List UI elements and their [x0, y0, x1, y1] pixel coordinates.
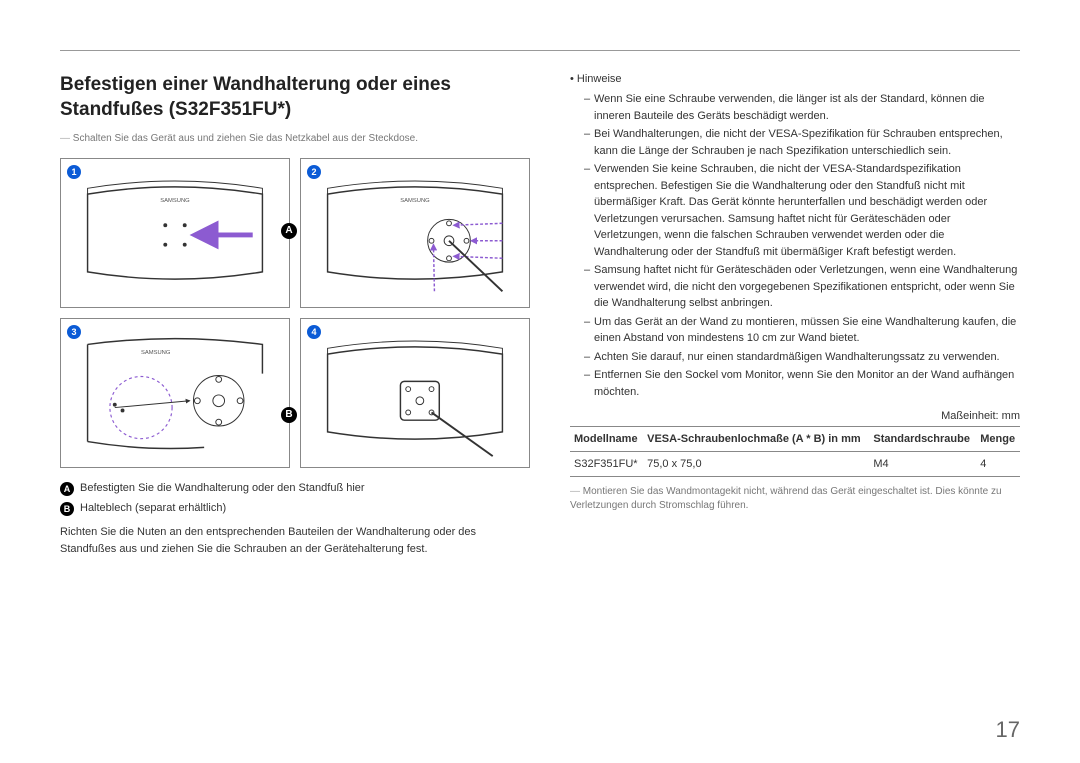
th-screw: Standardschraube — [869, 427, 976, 452]
svg-text:SAMSUNG: SAMSUNG — [141, 351, 171, 357]
page-number: 17 — [996, 717, 1020, 743]
table-row: S32F351FU* 75,0 x 75,0 M4 4 — [570, 452, 1020, 477]
th-model: Modellname — [570, 427, 643, 452]
td-qty: 4 — [976, 452, 1020, 477]
instruction-paragraph: Richten Sie die Nuten an den entsprechen… — [60, 524, 530, 557]
svg-text:SAMSUNG: SAMSUNG — [400, 198, 430, 204]
diagram-step-1: 1 SAMSUNG A — [60, 158, 290, 308]
monitor-bracket-svg: SAMSUNG — [307, 165, 523, 301]
note-item: Wenn Sie eine Schraube verwenden, die lä… — [584, 91, 1020, 124]
th-qty: Menge — [976, 427, 1020, 452]
brand-text: SAMSUNG — [160, 198, 190, 204]
power-off-note: Schalten Sie das Gerät aus und ziehen Si… — [60, 132, 530, 146]
diagram-step-3: 3 SAMSUNG — [60, 318, 290, 468]
diagram-step-4: 4 — [300, 318, 530, 468]
right-column: Hinweise Wenn Sie eine Schraube verwende… — [570, 73, 1020, 557]
legend-a: A Befestigten Sie die Wandhalterung oder… — [60, 482, 530, 496]
th-vesa: VESA-Schraubenlochmaße (A * B) in mm — [643, 427, 869, 452]
note-item: Achten Sie darauf, nur einen standardmäß… — [584, 349, 1020, 366]
legend-a-text: Befestigten Sie die Wandhalterung oder d… — [80, 482, 365, 494]
note-item: Um das Gerät an der Wand zu montieren, m… — [584, 314, 1020, 347]
left-column: Befestigen einer Wandhalterung oder eine… — [60, 73, 530, 557]
section-title: Befestigen einer Wandhalterung oder eine… — [60, 73, 530, 122]
spec-table: Modellname VESA-Schraubenlochmaße (A * B… — [570, 426, 1020, 477]
td-vesa: 75,0 x 75,0 — [643, 452, 869, 477]
note-item: Verwenden Sie keine Schrauben, die nicht… — [584, 161, 1020, 260]
legend-b-text: Halteblech (separat erhältlich) — [80, 502, 226, 514]
label-a-badge: A — [281, 223, 297, 239]
monitor-back-svg: SAMSUNG — [67, 165, 283, 301]
note-item: Entfernen Sie den Sockel vom Monitor, we… — [584, 367, 1020, 400]
legend-badge-b: B — [60, 502, 74, 516]
hinweise-heading: Hinweise — [570, 73, 1020, 85]
legend-badge-a: A — [60, 482, 74, 496]
bottom-warning-note: Montieren Sie das Wandmontagekit nicht, … — [570, 485, 1020, 513]
td-model: S32F351FU* — [570, 452, 643, 477]
notes-list: Wenn Sie eine Schraube verwenden, die lä… — [570, 91, 1020, 400]
diagram-step-2: 2 SAMSUNG — [300, 158, 530, 308]
top-rule — [60, 50, 1020, 51]
diagram-grid: 1 SAMSUNG A 2 — [60, 158, 530, 468]
note-item: Samsung haftet nicht für Geräteschäden o… — [584, 262, 1020, 312]
note-item: Bei Wandhalterungen, die nicht der VESA-… — [584, 126, 1020, 159]
table-header-row: Modellname VESA-Schraubenlochmaße (A * B… — [570, 427, 1020, 452]
bracket-zoom-svg: SAMSUNG — [67, 325, 283, 461]
label-b-badge: B — [281, 407, 297, 423]
unit-label: Maßeinheit: mm — [570, 410, 1020, 422]
two-column-layout: Befestigen einer Wandhalterung oder eine… — [60, 73, 1020, 557]
monitor-mounted-svg — [307, 325, 523, 461]
td-screw: M4 — [869, 452, 976, 477]
legend-b: B Halteblech (separat erhältlich) — [60, 502, 530, 516]
